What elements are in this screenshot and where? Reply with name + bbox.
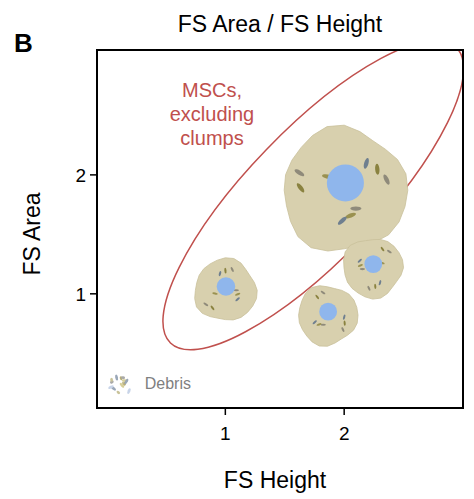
plot-frame [97, 50, 463, 408]
organelle [212, 292, 218, 295]
gate-label: MSCs,excludingclumps [170, 79, 255, 149]
cell [344, 239, 404, 299]
debris-label: Debris [145, 375, 191, 392]
debris-particle [119, 382, 125, 388]
x-tick [343, 408, 345, 415]
organelle [320, 290, 326, 295]
gate-label-line: MSCs, [182, 79, 242, 101]
organelle [210, 305, 215, 311]
organelle [230, 267, 234, 273]
nucleus [364, 255, 382, 273]
organelle [235, 292, 241, 296]
organelle [374, 284, 377, 290]
y-axis-label: FS Area [19, 192, 45, 275]
x-axis-label: FS Height [224, 467, 327, 493]
organelle [224, 268, 227, 274]
organelle [316, 322, 322, 326]
nucleus [217, 277, 236, 296]
organelle [343, 320, 346, 326]
debris-particle [115, 374, 119, 380]
y-tick [90, 293, 97, 295]
debris-particle [108, 384, 115, 389]
debris-particle [116, 390, 121, 395]
debris-particle [110, 378, 113, 382]
debris-mark [108, 374, 132, 394]
debris-particle [127, 388, 132, 395]
plot-area [108, 50, 463, 395]
chart: B FS Area / FS Height 1 2 1 2 FS Height FS Area… [0, 0, 474, 499]
nucleus [327, 164, 364, 201]
organelle [387, 249, 393, 254]
organelle [312, 320, 317, 325]
x-tick-label: 2 [339, 423, 350, 444]
organelle [357, 264, 363, 268]
nucleus [319, 303, 337, 321]
cell-body [344, 239, 404, 299]
organelle [357, 258, 362, 263]
organelle [350, 206, 361, 210]
organelle [382, 174, 391, 186]
organelle [295, 182, 305, 193]
title: FS Area / FS Height [178, 11, 383, 37]
gate-label-line: excluding [170, 103, 255, 125]
panel-label: B [14, 28, 33, 58]
cell-body [299, 286, 358, 347]
cell-body [195, 258, 258, 320]
cell [299, 286, 358, 347]
organelle [218, 271, 222, 277]
y-tick-label: 2 [75, 165, 86, 186]
organelle [235, 297, 241, 302]
cell-body [284, 125, 408, 251]
organelle [367, 285, 371, 291]
organelle [294, 168, 306, 178]
x-tick [225, 408, 227, 415]
gate-ellipse [123, 50, 463, 388]
y-tick [90, 174, 97, 176]
organelle [203, 302, 209, 307]
debris-particle [124, 378, 129, 385]
organelle [380, 246, 385, 252]
organelle [337, 215, 348, 226]
organelle [315, 294, 320, 300]
organelle [341, 327, 345, 333]
x-tick-label: 1 [220, 423, 231, 444]
cell [195, 258, 258, 320]
debris-particle [121, 376, 125, 379]
organelle [378, 280, 381, 286]
cell [284, 125, 408, 251]
organelle [342, 314, 345, 320]
organelle [375, 164, 380, 175]
y-tick-label: 1 [75, 284, 86, 305]
organelle [363, 157, 370, 169]
organelle [360, 268, 365, 270]
gate-label-line: clumps [180, 127, 243, 149]
